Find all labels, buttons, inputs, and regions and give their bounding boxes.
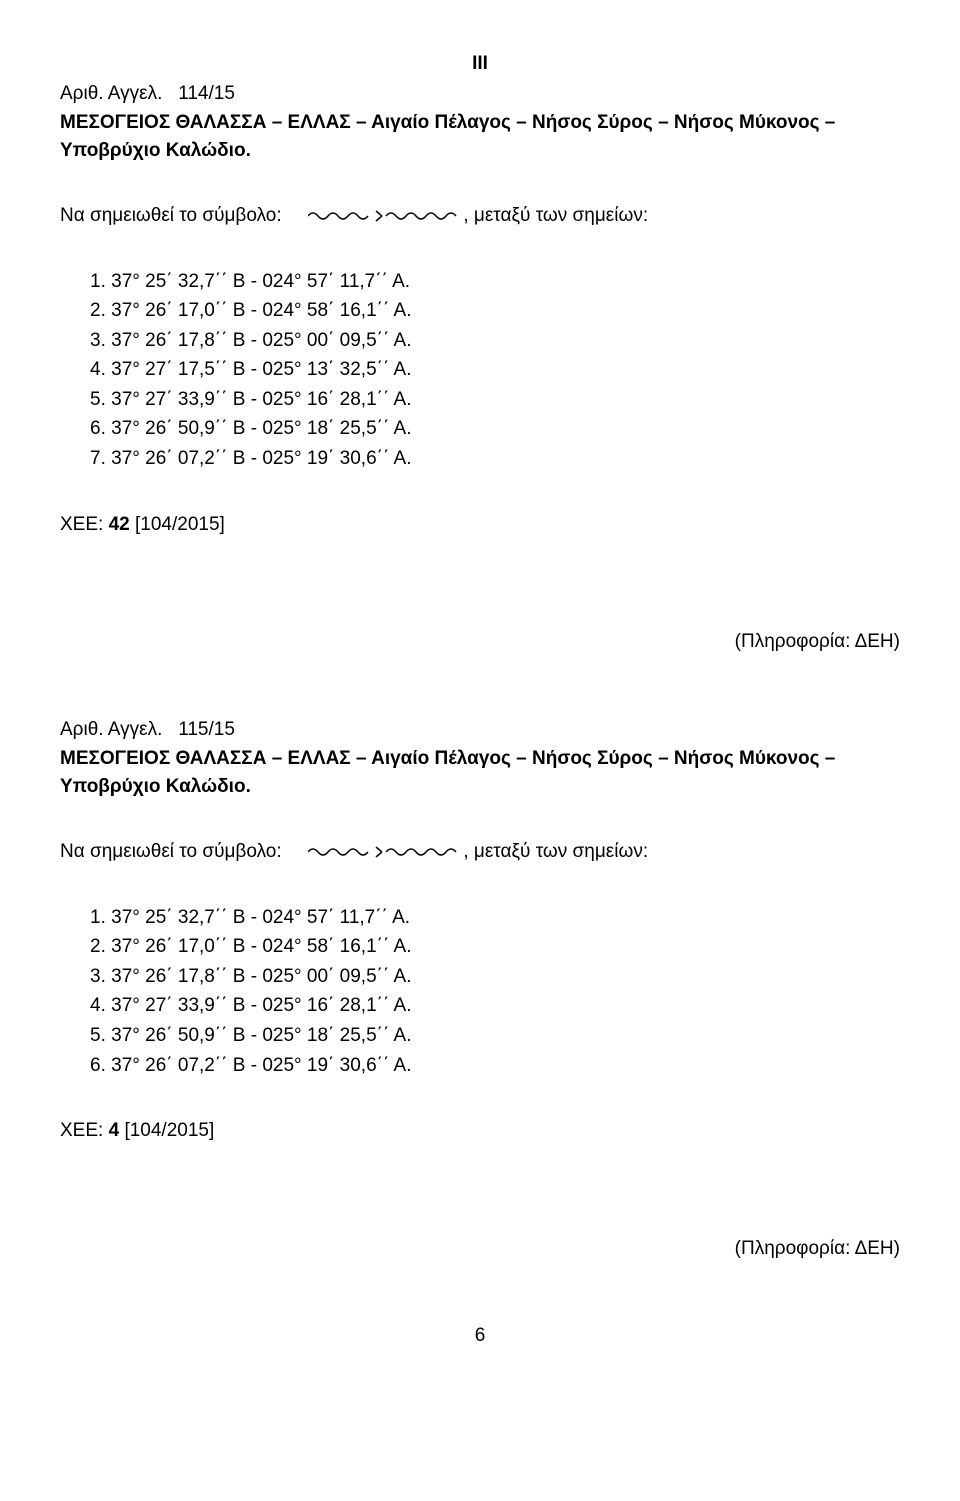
list-item: 7. 37° 26΄ 07,2΄΄ Β - 025° 19΄ 30,6΄΄ Α. [90,445,900,473]
notice2-instruction-prefix: Να σημειωθεί το σύμβολο: [60,841,282,862]
list-item: 1. 37° 25΄ 32,7΄΄ Β - 024° 57΄ 11,7΄΄ Α. [90,268,900,296]
notice1-instruction-suffix: , μεταξύ των σημείων: [463,205,648,226]
notice2-ref: ΧΕΕ: 4 [104/2015] [60,1117,900,1145]
list-item: 1. 37° 25΄ 32,7΄΄ Β - 024° 57΄ 11,7΄΄ Α. [90,904,900,932]
list-item: 5. 37° 27΄ 33,9΄΄ Β - 025° 16΄ 28,1΄΄ Α. [90,386,900,414]
notice1-instruction: Να σημειωθεί το σύμβολο: , μεταξύ των ση… [60,202,900,230]
notice2-ref-suffix: [104/2015] [124,1120,214,1141]
list-item: 5. 37° 26΄ 50,9΄΄ Β - 025° 18΄ 25,5΄΄ Α. [90,1022,900,1050]
notice2-info: (Πληροφορία: ΔΕΗ) [60,1235,900,1263]
notice1-ref-suffix: [104/2015] [135,514,225,535]
notice1-id-line: Αριθ. Αγγελ. 114/15 [60,80,900,108]
notice2-id-line: Αριθ. Αγγελ. 115/15 [60,716,900,744]
notice2-title: ΜΕΣΟΓΕΙΟΣ ΘΑΛΑΣΣΑ – ΕΛΛΑΣ – Αιγαίο Πέλαγ… [60,745,900,800]
notice1-info: (Πληροφορία: ΔΕΗ) [60,628,900,656]
notice2-instruction-suffix: , μεταξύ των σημείων: [463,841,648,862]
section-number: ΙΙΙ [60,50,900,78]
notice1-ref-value: 42 [109,514,130,535]
notice2-prefix: Αριθ. Αγγελ. [60,719,162,740]
notice1-ref-label: ΧΕΕ: [60,514,103,535]
list-item: 3. 37° 26΄ 17,8΄΄ Β - 025° 00΄ 09,5΄΄ Α. [90,327,900,355]
list-item: 2. 37° 26΄ 17,0΄΄ Β - 024° 58΄ 16,1΄΄ Α. [90,297,900,325]
notice1-id: 114/15 [178,83,235,104]
page-number: 6 [60,1322,900,1350]
notice1-title: ΜΕΣΟΓΕΙΟΣ ΘΑΛΑΣΣΑ – ΕΛΛΑΣ – Αιγαίο Πέλαγ… [60,109,900,164]
notice1-ref: ΧΕΕ: 42 [104/2015] [60,511,900,539]
notice2-instruction: Να σημειωθεί το σύμβολο: , μεταξύ των ση… [60,838,900,866]
notice1-prefix: Αριθ. Αγγελ. [60,83,162,104]
notice2-ref-label: ΧΕΕ: [60,1120,103,1141]
notice1-instruction-prefix: Να σημειωθεί το σύμβολο: [60,205,282,226]
cable-symbol-icon [308,844,458,860]
list-item: 2. 37° 26΄ 17,0΄΄ Β - 024° 58΄ 16,1΄΄ Α. [90,933,900,961]
list-item: 6. 37° 26΄ 07,2΄΄ Β - 025° 19΄ 30,6΄΄ Α. [90,1052,900,1080]
notice2-id: 115/15 [178,719,235,740]
list-item: 6. 37° 26΄ 50,9΄΄ Β - 025° 18΄ 25,5΄΄ Α. [90,415,900,443]
cable-symbol-icon [308,208,458,224]
list-item: 4. 37° 27΄ 33,9΄΄ Β - 025° 16΄ 28,1΄΄ Α. [90,992,900,1020]
notice2-ref-value: 4 [109,1120,120,1141]
notice1-coords-list: 1. 37° 25΄ 32,7΄΄ Β - 024° 57΄ 11,7΄΄ Α.… [60,268,900,473]
list-item: 4. 37° 27΄ 17,5΄΄ Β - 025° 13΄ 32,5΄΄ Α. [90,356,900,384]
list-item: 3. 37° 26΄ 17,8΄΄ Β - 025° 00΄ 09,5΄΄ Α. [90,963,900,991]
notice2-coords-list: 1. 37° 25΄ 32,7΄΄ Β - 024° 57΄ 11,7΄΄ Α.… [60,904,900,1079]
